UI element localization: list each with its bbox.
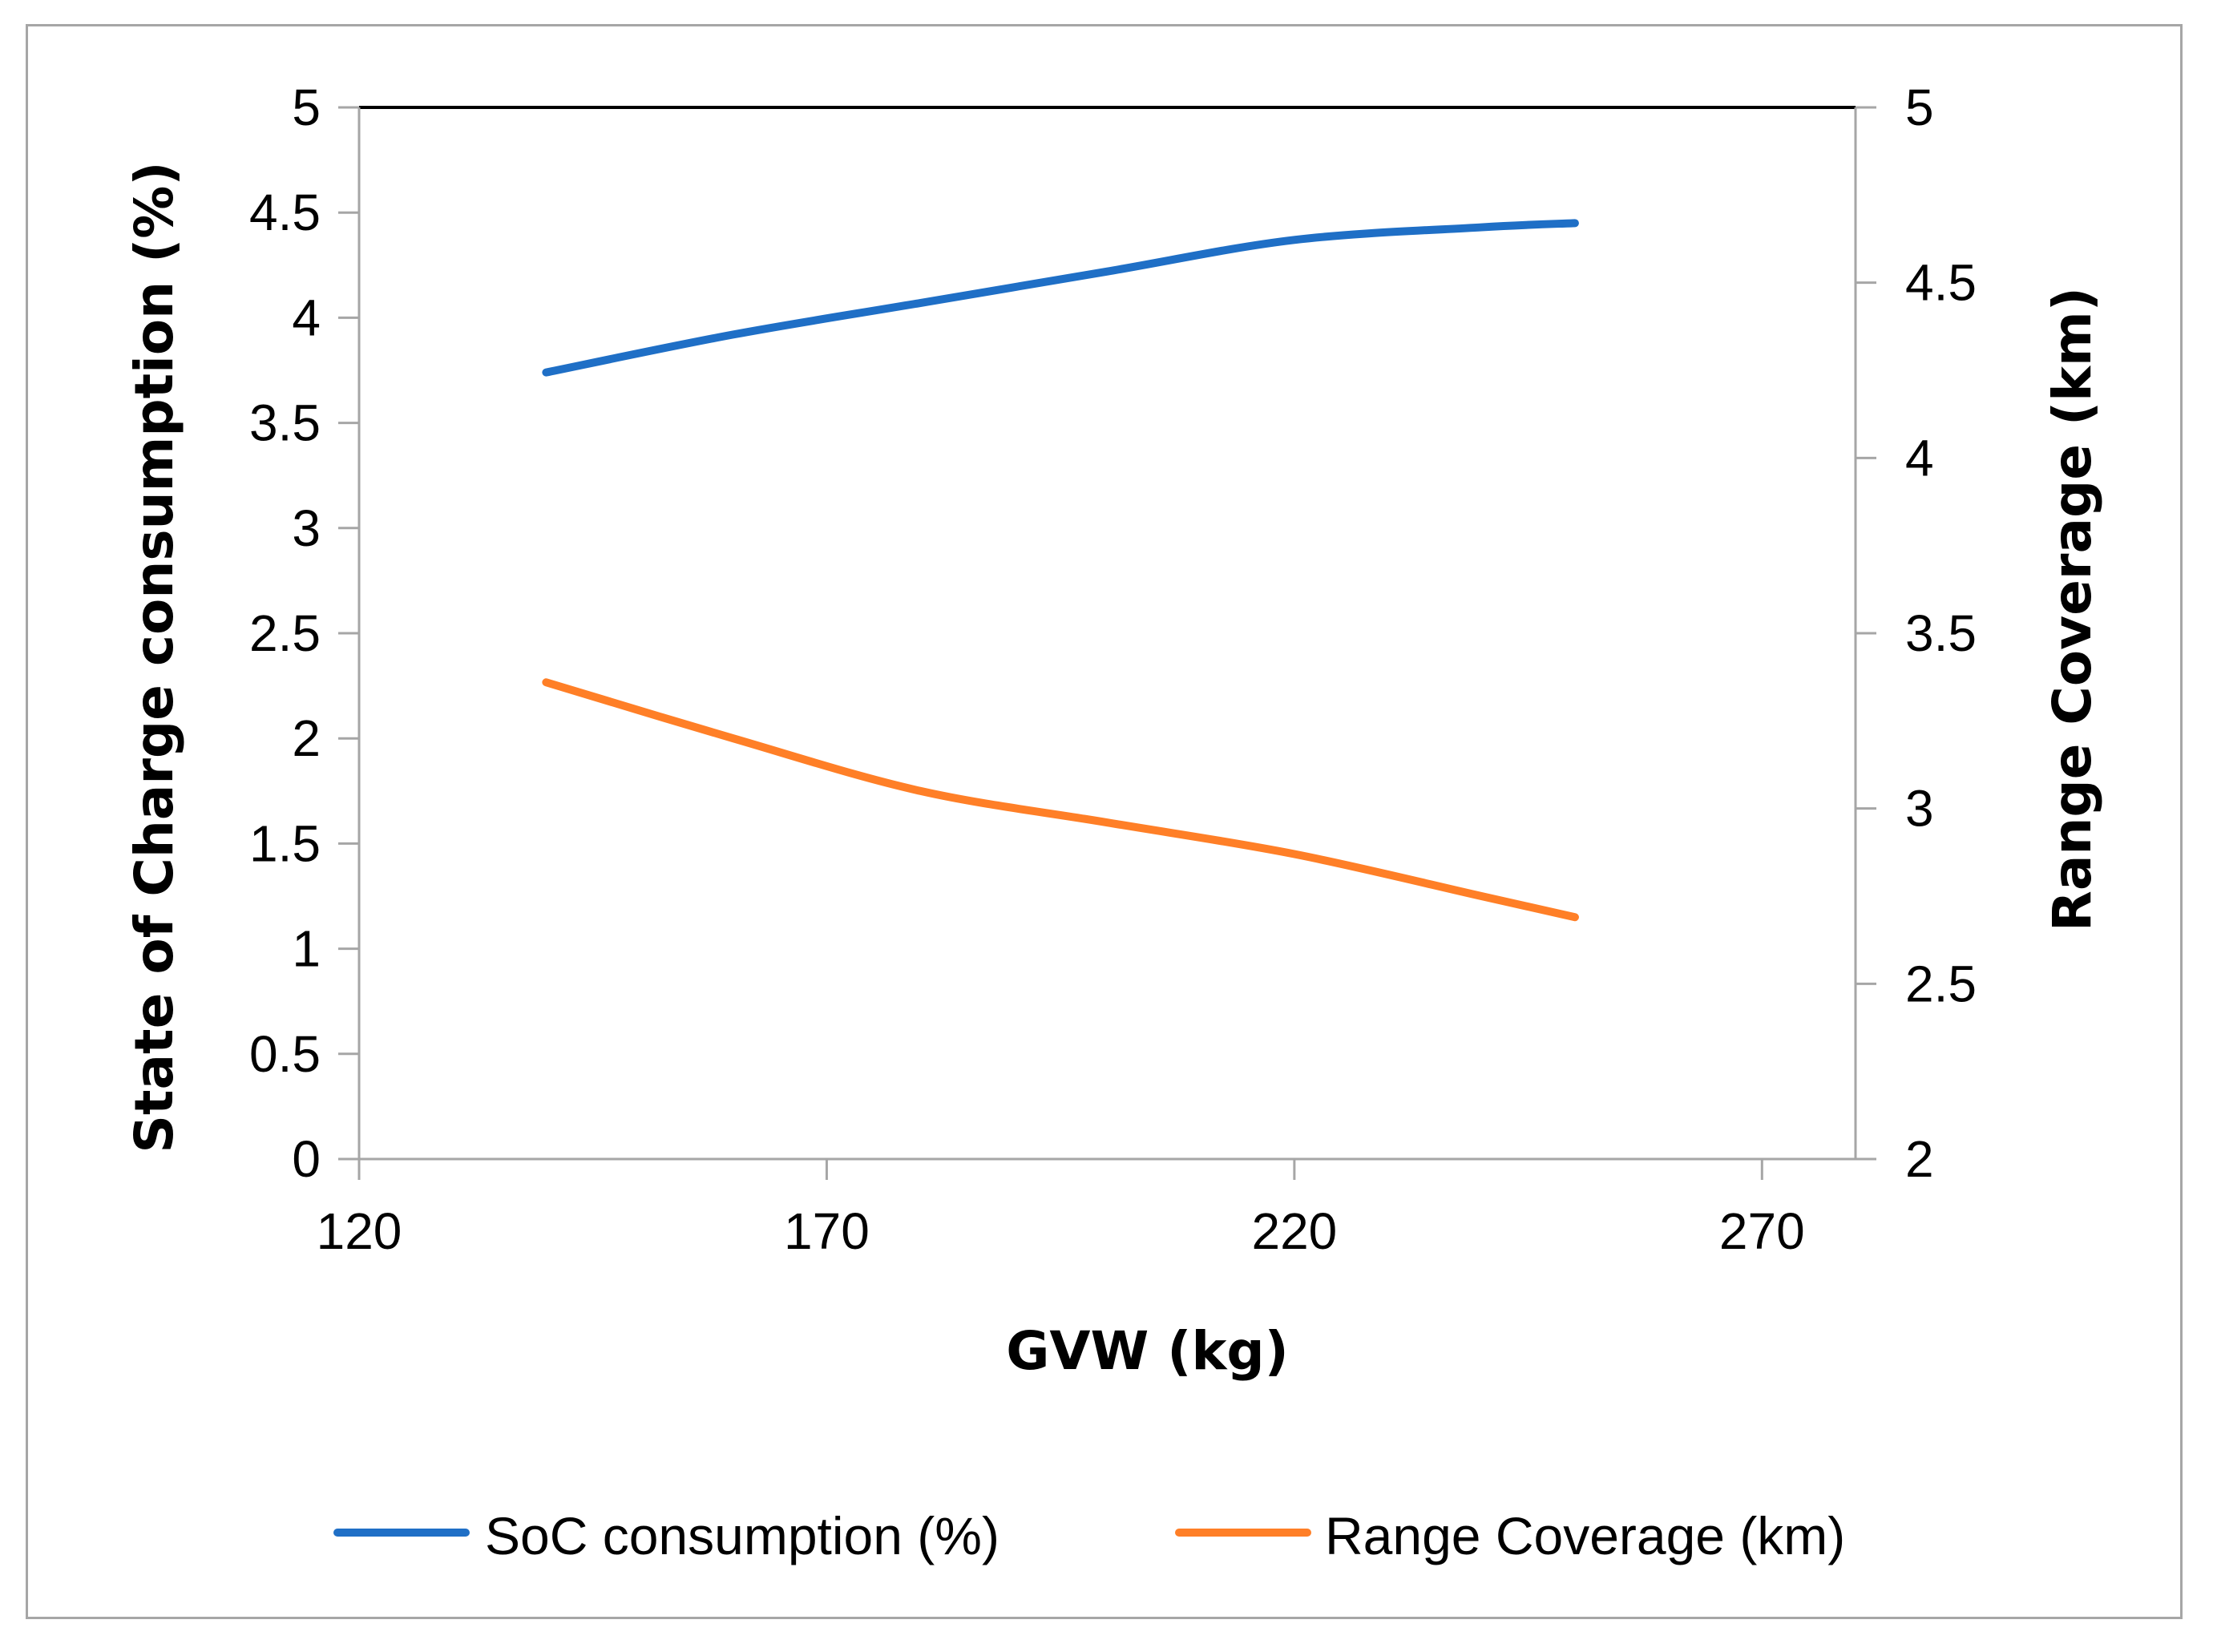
x-tick-label: 120: [317, 1202, 402, 1260]
legend-label-0: SoC consumption (%): [485, 1506, 999, 1565]
series-line-0: [542, 219, 1579, 377]
y2-tick-label: 4.5: [1905, 254, 1977, 312]
x-axis-title: GVW (kg): [1006, 1320, 1289, 1382]
y2-axis-title: Range Coverage (km): [2041, 287, 2103, 931]
y-tick-label: 4: [292, 289, 321, 346]
y-tick-label: 5: [292, 79, 321, 136]
y-tick-label: 2.5: [249, 604, 321, 662]
y-tick-label: 1.5: [249, 814, 321, 872]
series-line-1: [542, 678, 1579, 922]
y-tick-label: 4.5: [249, 184, 321, 241]
y2-tick-label: 5: [1905, 79, 1934, 136]
y-tick-label: 1: [292, 920, 321, 978]
y2-tick-label: 3.5: [1905, 604, 1977, 662]
y2-tick-label: 2.5: [1905, 955, 1977, 1012]
y-tick-label: 0: [292, 1130, 321, 1188]
legend-label-1: Range Coverage (km): [1325, 1506, 1845, 1565]
x-tick-label: 220: [1251, 1202, 1337, 1260]
y-tick-label: 3.5: [249, 394, 321, 452]
chart-frame: 0 0.5 1 1.5 2 2.5 3 3.5 4 4.5 5 2 2.5 3 3.5 4 4.5 5 120 170…: [26, 24, 2183, 1619]
y2-tick-label: 3: [1905, 780, 1934, 838]
x-tick-label: 170: [784, 1202, 870, 1260]
y2-tick-label: 2: [1905, 1130, 1934, 1188]
y-tick-label: 2: [292, 709, 321, 767]
y2-tick-label: 4: [1905, 429, 1934, 487]
y-axis-title: State of Charge consumption (%): [123, 161, 185, 1153]
y-tick-label: 0.5: [249, 1025, 321, 1083]
x-tick-label: 270: [1719, 1202, 1805, 1260]
chart: 0 0.5 1 1.5 2 2.5 3 3.5 4 4.5 5 2 2.5 3 3.5 4 4.5 5 120 170…: [123, 79, 2103, 1565]
y-tick-label: 3: [292, 499, 321, 557]
